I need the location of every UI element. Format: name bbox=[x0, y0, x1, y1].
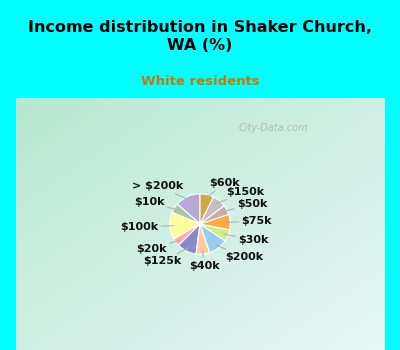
Text: $150k: $150k bbox=[217, 187, 264, 203]
Text: $50k: $50k bbox=[224, 199, 267, 211]
Text: Income distribution in Shaker Church,
WA (%): Income distribution in Shaker Church, WA… bbox=[28, 20, 372, 53]
Text: $200k: $200k bbox=[216, 245, 264, 262]
Wedge shape bbox=[170, 212, 200, 239]
Text: $60k: $60k bbox=[206, 178, 240, 198]
Text: White residents: White residents bbox=[141, 75, 259, 88]
Text: $125k: $125k bbox=[143, 248, 188, 266]
Wedge shape bbox=[172, 204, 200, 224]
Text: $30k: $30k bbox=[224, 234, 269, 245]
Text: $40k: $40k bbox=[189, 251, 220, 271]
Text: $10k: $10k bbox=[134, 197, 178, 210]
Text: City-Data.com: City-Data.com bbox=[239, 123, 308, 133]
Wedge shape bbox=[174, 224, 200, 245]
Text: $75k: $75k bbox=[226, 216, 272, 226]
Wedge shape bbox=[200, 197, 224, 224]
Text: $100k: $100k bbox=[120, 222, 174, 232]
Wedge shape bbox=[177, 194, 200, 224]
Wedge shape bbox=[179, 224, 200, 254]
Wedge shape bbox=[200, 214, 230, 230]
Wedge shape bbox=[200, 224, 225, 253]
Wedge shape bbox=[196, 224, 210, 254]
Wedge shape bbox=[200, 224, 230, 241]
Text: $20k: $20k bbox=[136, 240, 179, 254]
Wedge shape bbox=[200, 194, 213, 224]
Wedge shape bbox=[200, 205, 229, 224]
Text: > $200k: > $200k bbox=[132, 181, 189, 200]
